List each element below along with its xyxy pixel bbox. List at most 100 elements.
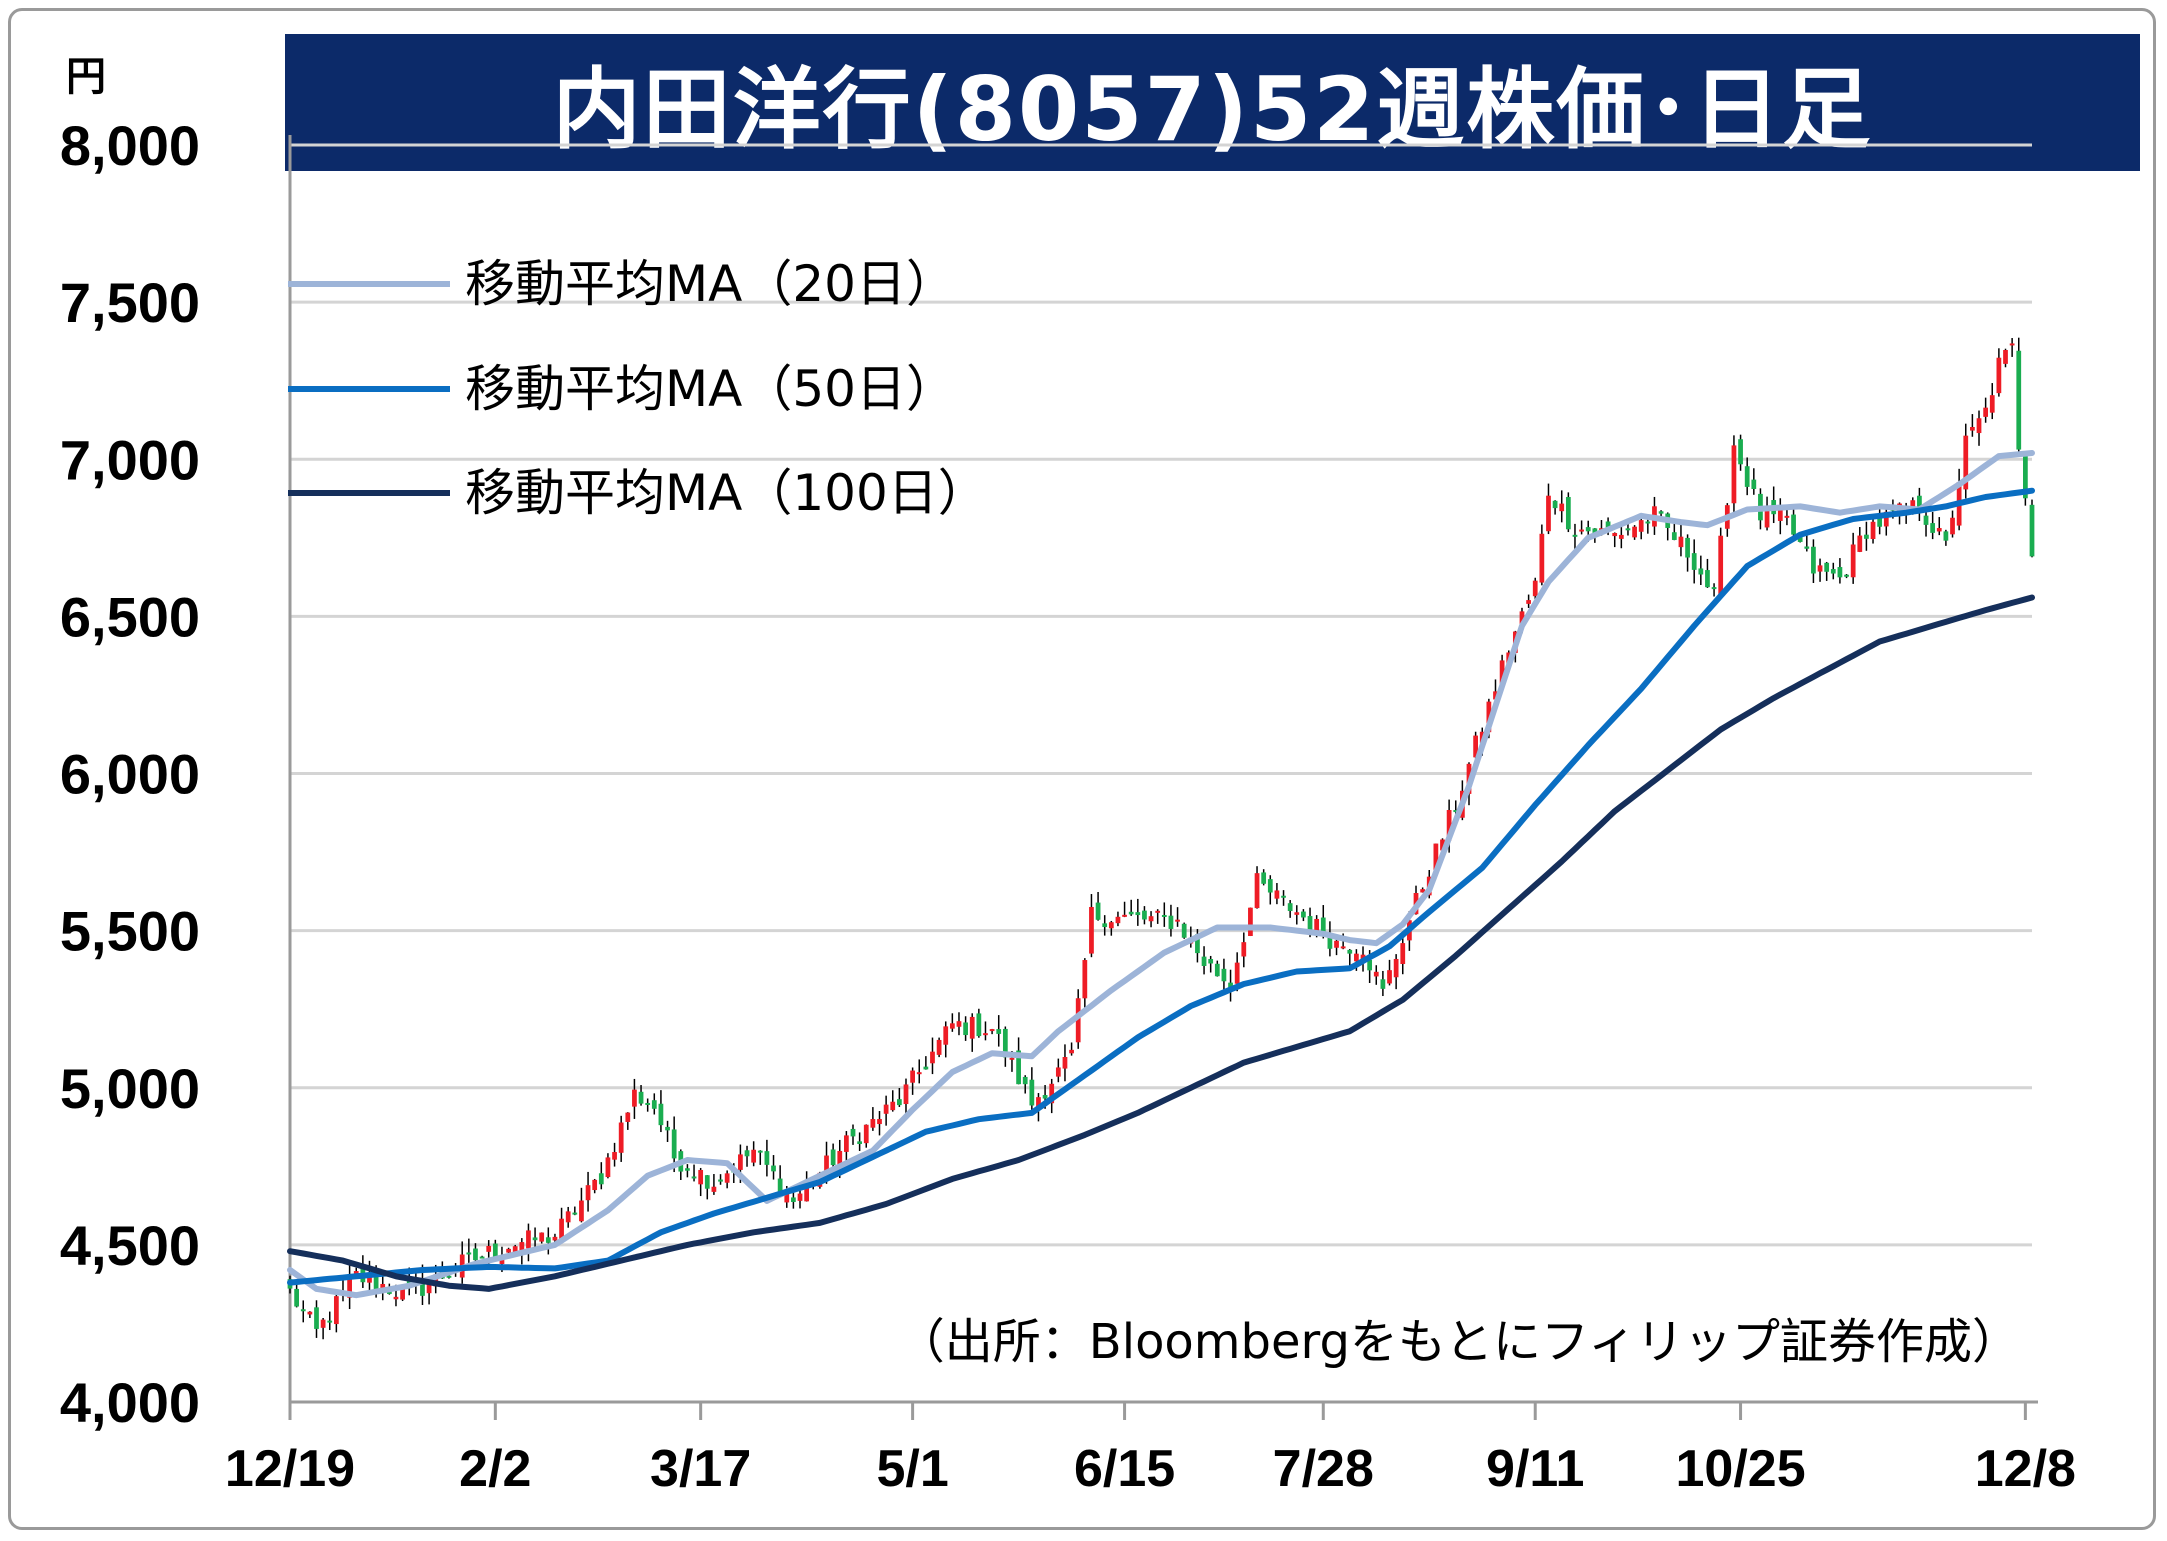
candle-body [1287,903,1293,912]
candle-body [791,1197,796,1203]
candle-body [473,1248,478,1261]
candle-body [989,1029,995,1032]
candle-body [1473,735,1478,758]
candle-body [1983,407,1989,417]
candle-body [1572,534,1578,537]
candle-body [1658,511,1664,514]
candle-body [1062,1057,1068,1069]
candle-body [1804,546,1810,549]
candle-body [704,1175,710,1189]
candle-body [1042,1095,1048,1099]
candle-body [1877,516,1883,527]
candle-body [936,1039,942,1055]
candle-body [1161,914,1167,917]
candle-body [896,1099,902,1106]
candle-body [1301,911,1306,918]
candle-body [1917,495,1922,513]
candle-body [1751,479,1757,489]
candle-body [1294,912,1300,915]
candle-body [572,1212,578,1215]
candle-body [1400,943,1406,965]
candle-body [877,1119,882,1125]
y-tick-label: 7,000 [60,428,200,491]
candle-body [632,1089,637,1107]
candle-body [1864,534,1869,539]
candle-body [1592,528,1598,535]
candle-body [1208,959,1214,964]
candle-body [890,1101,896,1111]
candle-body [1075,998,1081,1043]
candle-body [420,1278,425,1296]
candle-body [1612,532,1618,537]
candle-body [1923,515,1929,525]
candle-body [1844,574,1849,577]
candle-body [605,1157,611,1178]
candle-body [552,1236,558,1241]
candle-body [1254,873,1260,909]
candle-body [777,1178,783,1195]
x-tick-label: 2/2 [459,1440,531,1498]
candle-body [512,1246,518,1253]
candle-body [738,1154,743,1170]
candle-body [539,1232,545,1242]
candle-body [1327,934,1333,949]
candle-body [910,1070,915,1083]
y-tick-label: 6,500 [60,585,200,648]
candle-body [2016,350,2022,450]
candle-body [294,1288,299,1307]
source-note: （出所：Bloombergをもとにフィリップ証券作成） [897,1314,2020,1370]
grid-lines [290,143,2032,1247]
candle-body [1069,1049,1074,1054]
candle-body [2023,451,2028,499]
candle-body [1870,521,1876,540]
candle-body [718,1179,723,1182]
candle-body [963,1022,968,1036]
candle-body [1777,509,1783,521]
x-tick-label: 12/19 [225,1440,355,1498]
candle-body [1440,839,1445,851]
candle-body [612,1152,617,1160]
candle-body [1811,546,1816,574]
candle-body [1234,962,1240,984]
candle-body [698,1169,704,1185]
candle-body [2029,504,2035,557]
candle-body [665,1126,670,1131]
candle-body [1526,600,1531,604]
candle-body [1963,435,1969,490]
candle-body [1817,565,1823,572]
candle-body [1632,526,1637,538]
candle-body [565,1211,571,1223]
candle-body [300,1309,306,1312]
y-tick-label: 5,500 [60,900,200,963]
candle-body [1996,357,2002,394]
candle-body [1552,500,1558,509]
candle-body [1228,982,1233,990]
candle-body [1446,810,1452,841]
candle-body [1519,611,1525,626]
candle-body [1307,916,1313,931]
candle-body [598,1173,604,1185]
candle-body [466,1252,472,1255]
candle-body [1579,529,1584,532]
candle-body [1142,910,1147,920]
candle-body [1181,923,1187,938]
candle-body [1393,958,1399,978]
candle-body [744,1150,750,1157]
candle-body [837,1150,843,1172]
candle-body [1691,553,1697,570]
candle-body [1883,511,1889,527]
candle-body [916,1072,922,1075]
candle-body [1029,1079,1035,1106]
y-tick-label: 6,000 [60,743,200,806]
candle-body [545,1237,551,1243]
candle-body [506,1248,511,1253]
candle-body [1830,569,1836,574]
candle-body [724,1173,730,1183]
candle-body [1175,919,1180,922]
candle-body [711,1186,717,1192]
candle-body [784,1191,790,1203]
candle-body [1718,535,1724,595]
candle-body [1910,500,1916,510]
candle-body [532,1237,538,1241]
